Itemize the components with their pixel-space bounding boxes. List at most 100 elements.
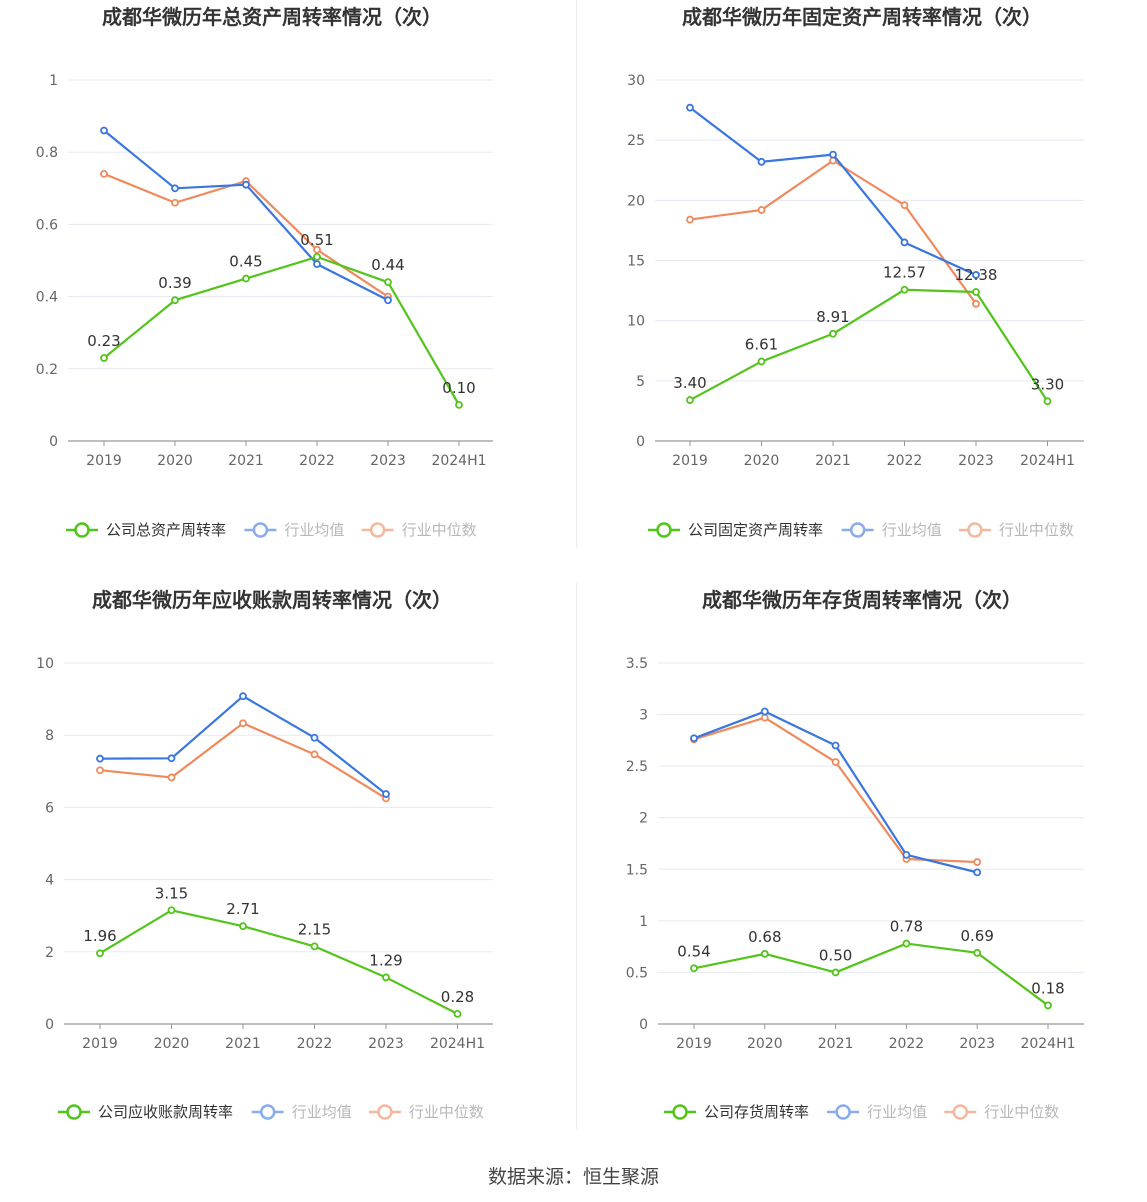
data-label: 0.45 xyxy=(229,253,262,271)
y-tick-label: 0.8 xyxy=(36,145,58,161)
data-label: 0.50 xyxy=(819,946,852,964)
x-tick-label: 2020 xyxy=(747,1036,783,1052)
data-point-company xyxy=(171,296,179,305)
data-label: 0.51 xyxy=(300,231,333,249)
x-tick-label: 2022 xyxy=(887,453,923,469)
x-tick-label: 2021 xyxy=(225,1036,261,1052)
data-point-average xyxy=(690,734,698,743)
data-point-company xyxy=(972,288,980,296)
chart-title: 成都华微历年应收账款周转率情况（次） xyxy=(92,588,452,612)
x-tick-label: 2019 xyxy=(676,1036,712,1052)
data-point-median xyxy=(313,245,321,254)
data-point-median xyxy=(171,198,179,207)
data-point-company xyxy=(760,949,769,958)
x-tick-label: 2023 xyxy=(959,1036,995,1052)
data-point-company xyxy=(242,274,250,283)
legend-label: 行业均值 xyxy=(292,1103,352,1121)
data-point-company xyxy=(382,973,390,982)
data-label: 0.78 xyxy=(890,918,923,936)
data-point-average xyxy=(167,754,176,763)
y-tick-label: 6 xyxy=(45,800,54,816)
legend-label: 公司应收账款周转率 xyxy=(98,1103,233,1121)
data-label: 3.30 xyxy=(1031,375,1064,393)
y-tick-label: 0 xyxy=(639,1017,648,1033)
x-tick-label: 2020 xyxy=(154,1036,190,1052)
data-label: 12.57 xyxy=(883,264,926,282)
legend-marker xyxy=(835,1104,851,1120)
data-point-average xyxy=(829,150,837,159)
series-line-median xyxy=(689,159,977,305)
legend-marker xyxy=(369,522,386,538)
legend-item-average: 行业均值 xyxy=(251,1103,352,1121)
data-label: 0.39 xyxy=(158,274,191,292)
x-tick-label: 2019 xyxy=(86,453,122,469)
data-point-median xyxy=(760,713,769,722)
y-tick-label: 0 xyxy=(636,434,645,450)
series-line-company xyxy=(693,942,1049,1007)
panel-divider-bottom xyxy=(576,582,577,1130)
legend-label: 行业中位数 xyxy=(999,521,1074,539)
x-tick-label: 2019 xyxy=(82,1036,118,1052)
y-tick-label: 0 xyxy=(49,434,58,450)
data-label: 0.23 xyxy=(87,332,120,350)
legend-label: 行业中位数 xyxy=(984,1103,1059,1121)
data-point-average xyxy=(973,868,982,877)
data-point-company xyxy=(453,1009,462,1018)
chart-title: 成都华微历年总资产周转率情况（次） xyxy=(102,5,442,29)
data-point-average xyxy=(760,707,769,716)
y-tick-label: 2 xyxy=(45,945,54,961)
x-tick-label: 2022 xyxy=(297,1036,333,1052)
x-tick-label: 2024H1 xyxy=(1020,453,1075,469)
legend-item-median: 行业中位数 xyxy=(958,521,1074,539)
legend-item-average: 行业均值 xyxy=(827,1103,927,1121)
legend-item-median: 行业中位数 xyxy=(361,521,477,539)
data-label: 1.96 xyxy=(83,927,116,945)
legend-marker xyxy=(967,522,983,538)
data-label: 3.15 xyxy=(155,884,188,902)
legend-marker xyxy=(74,522,90,538)
data-point-median xyxy=(972,299,980,308)
data-label: 2.71 xyxy=(226,900,259,918)
data-point-company xyxy=(455,400,463,409)
data-label: 0.68 xyxy=(748,928,781,946)
data-label: 0.10 xyxy=(442,379,475,397)
y-tick-label: 1 xyxy=(639,914,648,930)
data-point-average xyxy=(100,126,108,135)
x-tick-label: 2023 xyxy=(370,453,406,469)
data-point-median xyxy=(973,858,982,866)
y-tick-label: 30 xyxy=(627,73,645,89)
y-tick-label: 1 xyxy=(49,73,58,89)
data-label: 0.18 xyxy=(1031,979,1064,997)
data-point-average xyxy=(757,157,766,166)
legend-marker xyxy=(849,522,866,538)
data-point-company xyxy=(1044,1001,1052,1010)
chart-title: 成都华微历年固定资产周转率情况（次） xyxy=(682,5,1042,29)
legend-marker xyxy=(252,522,269,538)
data-point-average xyxy=(900,238,909,247)
data-point-company xyxy=(1043,397,1052,406)
legend-marker xyxy=(259,1104,276,1120)
x-tick-label: 2020 xyxy=(157,453,193,469)
x-tick-label: 2024H1 xyxy=(430,1036,485,1052)
x-tick-label: 2019 xyxy=(672,453,708,469)
data-label: 1.29 xyxy=(369,951,402,969)
x-tick-label: 2023 xyxy=(958,453,994,469)
data-point-company xyxy=(310,942,319,951)
y-tick-label: 5 xyxy=(636,374,645,390)
data-label: 6.61 xyxy=(745,335,778,353)
x-tick-label: 2022 xyxy=(889,1036,925,1052)
data-point-company xyxy=(96,949,104,958)
legend-label: 行业均值 xyxy=(867,1103,927,1121)
y-tick-label: 15 xyxy=(627,254,645,270)
x-tick-label: 2021 xyxy=(815,453,851,469)
y-tick-label: 10 xyxy=(627,314,645,330)
y-tick-label: 2.5 xyxy=(626,759,648,775)
y-tick-label: 3.5 xyxy=(626,656,648,672)
legend-item-average: 行业均值 xyxy=(244,521,344,539)
legend-label: 公司总资产周转率 xyxy=(106,521,226,539)
data-label: 2.15 xyxy=(298,920,331,938)
data-point-average xyxy=(313,260,321,269)
data-point-company xyxy=(313,252,321,261)
legend-marker xyxy=(377,1104,393,1120)
series-line-company xyxy=(103,255,460,406)
